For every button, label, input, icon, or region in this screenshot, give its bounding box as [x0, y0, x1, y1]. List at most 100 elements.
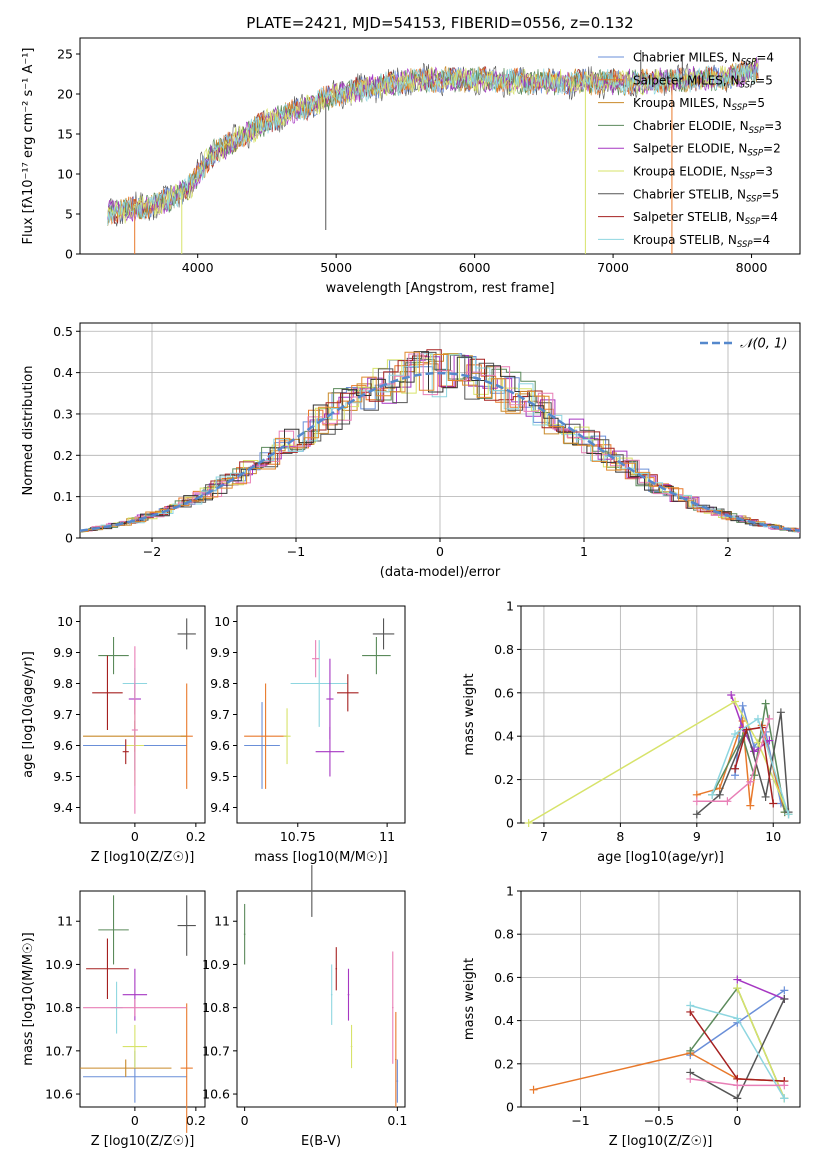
y-tick-label: 0 — [506, 1100, 514, 1115]
weight_vs_Z-series-4 — [737, 978, 785, 1000]
weight_vs_age-marker — [765, 714, 774, 723]
weight_vs_age-frame — [520, 605, 801, 824]
normal-reference-curve — [80, 371, 800, 533]
y-tick-label: 0.8 — [494, 642, 514, 657]
y-tick-label: 9.9 — [210, 645, 230, 660]
y-tick-label: 0.6 — [494, 970, 514, 985]
y-tick-label: 0.3 — [53, 406, 73, 421]
legend-label: Kroupa MILES, NSSP=5 — [633, 96, 765, 113]
y-tick-label: 0.4 — [494, 729, 514, 744]
residuals-xlabel: (data-model)/error — [380, 565, 501, 580]
weight_vs_age-marker — [753, 714, 762, 723]
mass_vs_ebv-point — [311, 865, 313, 917]
weight_vs_Z-marker — [529, 1085, 538, 1094]
weight_vs_Z-marker — [733, 984, 742, 993]
spectrum-series-8 — [107, 63, 759, 226]
mass_vs_ebv-point — [350, 1024, 353, 1069]
weight_vs_Z-marker — [733, 975, 742, 984]
weight_vs_age-marker — [708, 790, 717, 799]
weight_vs_Z-marker — [686, 1074, 695, 1083]
legend-label: Chabrier MILES, NSSP=4 — [633, 51, 774, 68]
mass_vs_Z-point — [83, 999, 187, 1017]
weight_vs_age-marker — [727, 690, 736, 699]
x-tick-label: 0 — [241, 1113, 249, 1128]
mass_vs_Z-point — [122, 1024, 148, 1069]
y-tick-label: 0.4 — [53, 365, 73, 380]
age_vs_mass-point — [315, 726, 345, 777]
mass_vs_Z-point — [180, 1003, 193, 1133]
residuals-ylabel: Normed distribution — [21, 366, 36, 496]
age_vs_mass-xlabel: mass [log10(M/M☉)] — [254, 850, 387, 865]
weight_vs_age-series-5 — [528, 700, 790, 824]
y-tick-label: 0 — [65, 531, 73, 546]
weight_vs_age-marker — [723, 797, 732, 806]
spectrum-ylabel: Flux [fλ10⁻¹⁷ erg cm⁻² s⁻¹ A⁻¹] — [21, 48, 36, 245]
legend-label: Salpeter STELIB, NSSP=4 — [633, 210, 778, 227]
weight_vs_Z-ylabel: mass weight — [462, 958, 477, 1040]
mass_vs_Z-point — [86, 938, 129, 999]
weight_vs_age-marker — [746, 777, 755, 786]
weight_vs_age-marker — [524, 819, 533, 827]
figure-title: PLATE=2421, MJD=54153, FIBERID=0556, z=0… — [246, 14, 633, 32]
age_vs_mass-point — [244, 702, 280, 789]
weight_vs_age-marker — [731, 697, 740, 706]
legend-label-normal: 𝒩(0, 1) — [740, 337, 787, 352]
y-tick-label: 9.5 — [210, 769, 230, 784]
y-tick-label: 0.2 — [494, 772, 514, 787]
y-tick-label: 9.6 — [210, 738, 230, 753]
y-tick-label: 11 — [57, 914, 73, 929]
mass_vs_Z-axes — [76, 890, 206, 1111]
y-tick-label: 10 — [214, 614, 230, 629]
age_vs_Z-point — [98, 637, 129, 675]
y-tick-label: 0.5 — [53, 324, 73, 339]
x-tick-label: 8 — [616, 829, 624, 844]
weight_vs_age-marker — [784, 810, 793, 819]
y-tick-label: 0.4 — [494, 1013, 514, 1028]
x-tick-label: 7 — [540, 829, 548, 844]
weight_vs_Z-marker — [733, 1014, 742, 1023]
weight_vs_age-series-8 — [711, 717, 790, 815]
weight_vs_Z-frame — [520, 890, 801, 1108]
y-tick-label: 0 — [506, 816, 514, 831]
weight_vs_Z-marker — [780, 1081, 789, 1090]
weight_vs_age-marker — [692, 797, 701, 806]
y-tick-label: 11 — [214, 914, 230, 929]
age_vs_Z-point — [122, 739, 129, 765]
age_vs_mass-point — [312, 640, 320, 678]
age_vs_Z-point — [92, 655, 123, 730]
y-tick-label: 9.6 — [53, 738, 73, 753]
mass_vs_Z-point — [80, 1059, 172, 1077]
spectrum-axes — [76, 37, 801, 258]
weight_vs_age-xlabel: age [log10(age/yr)] — [597, 850, 724, 865]
y-tick-label: 9.8 — [53, 676, 73, 691]
y-tick-label: 0.8 — [494, 927, 514, 942]
x-tick-label: 9 — [693, 829, 701, 844]
weight_vs_age-marker — [765, 736, 774, 745]
age_vs_Z-point — [177, 618, 196, 650]
x-tick-label: 0.1 — [387, 1113, 407, 1128]
y-tick-label: 10 — [57, 167, 73, 182]
weight_vs_age-marker — [715, 790, 724, 799]
legend-label: Kroupa ELODIE, NSSP=3 — [633, 165, 773, 182]
age_vs_Z-axes — [76, 605, 206, 827]
age_vs_mass-point — [372, 618, 395, 650]
weight_vs_Z-marker — [733, 1081, 742, 1090]
y-tick-label: 9.4 — [53, 800, 73, 815]
mass_vs_ebv-axes — [233, 890, 406, 1111]
weight_vs_age-marker — [769, 799, 778, 808]
y-tick-label: 10.9 — [202, 957, 230, 972]
y-tick-label: 9.8 — [210, 676, 230, 691]
weight_vs_age-marker — [738, 701, 747, 710]
x-tick-label: 11 — [379, 829, 395, 844]
y-tick-label: 10.7 — [45, 1043, 73, 1058]
histogram-steps — [80, 349, 800, 533]
mass_vs_Z-xlabel: Z [log10(Z/Z☉)] — [91, 1134, 195, 1149]
spectrum-xlabel: wavelength [Angstrom, rest frame] — [326, 281, 555, 296]
weight_vs_Z-axes — [517, 890, 801, 1111]
x-tick-label: −1 — [287, 544, 305, 559]
spectrum-frame — [79, 37, 801, 255]
mass_vs_Z-point — [177, 895, 196, 956]
weight_vs_age-marker — [692, 810, 701, 819]
y-tick-label: 9.4 — [210, 800, 230, 815]
